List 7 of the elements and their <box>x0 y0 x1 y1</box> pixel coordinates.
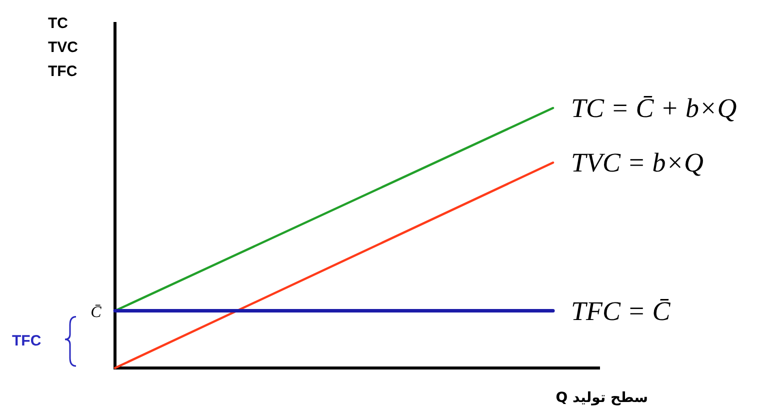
annotation: C̄ <box>90 304 102 321</box>
annotation: TFC <box>12 332 42 350</box>
x-axis-title: سطح تولید Q <box>556 390 648 406</box>
y-axis-title: TC TVC TFC <box>48 15 78 80</box>
series-label: TC = C̄ + b×Q <box>571 93 737 123</box>
series-label: TVC = b×Q <box>571 148 704 178</box>
series-label: TFC = C̄ <box>571 296 672 326</box>
